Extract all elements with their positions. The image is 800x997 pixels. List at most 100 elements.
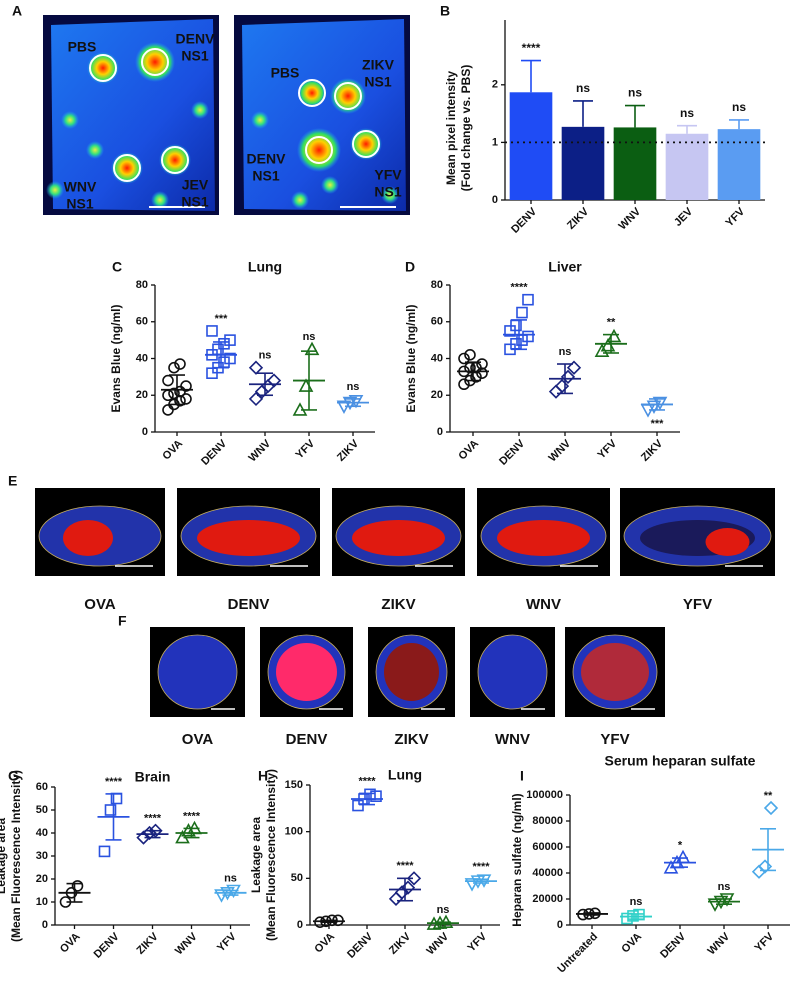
x-tick-label: ZIKV [387, 930, 414, 957]
image-label: PBS [271, 65, 300, 81]
x-tick-label: WNV [547, 437, 574, 464]
data-point [606, 328, 622, 343]
y-tick-label: 0 [42, 919, 48, 931]
data-point [560, 369, 576, 385]
spot [321, 176, 339, 194]
data-point [522, 330, 534, 343]
data-point [304, 341, 320, 356]
y-tick-label: 10 [36, 896, 48, 908]
panel-letter: I [520, 768, 524, 784]
significance-label: **** [358, 775, 376, 787]
y-tick-label: 50 [36, 804, 48, 816]
image-label: NS1 [364, 74, 391, 90]
bar [509, 92, 553, 200]
image-label: ZIKV [394, 731, 428, 748]
tissue-inner [384, 643, 439, 701]
x-tick-label: WNV [617, 205, 644, 232]
image-label: YFV [374, 167, 402, 183]
image-label: DENV [228, 596, 270, 613]
y-tick-label: 0 [492, 194, 498, 206]
spot [135, 42, 175, 82]
x-tick-label: OVA [312, 931, 337, 956]
spot [159, 144, 191, 176]
image-label: WNV [64, 179, 97, 195]
significance-label: ns [718, 881, 731, 893]
spot [298, 79, 326, 107]
spot [151, 191, 169, 209]
significance-label: * [678, 839, 683, 851]
significance-label: ns [576, 81, 590, 95]
data-point [174, 358, 186, 370]
y-axis-label: Evans Blue (ng/ml) [109, 304, 123, 412]
data-point [162, 389, 174, 402]
data-point [352, 799, 364, 812]
x-tick-label: WNV [247, 437, 274, 464]
x-tick-label: DENV [92, 930, 123, 961]
data-point [476, 358, 488, 370]
image-label: NS1 [66, 196, 93, 212]
panel-letter: F [118, 613, 127, 629]
data-point [136, 830, 151, 845]
spot [381, 186, 399, 204]
image-label: DENV [176, 31, 216, 47]
tissue-outer [157, 634, 238, 710]
tissue [242, 19, 406, 211]
data-point [757, 859, 773, 874]
x-tick-label: OVA [160, 438, 185, 463]
y-tick-label: 0 [557, 919, 563, 931]
tissue-inner [197, 520, 300, 556]
significance-label: ** [607, 317, 616, 329]
y-tick-label: 40 [431, 352, 443, 364]
y-tick-label: 60 [136, 316, 148, 328]
data-point [298, 378, 314, 392]
image-label: ZIKV [362, 57, 395, 73]
tissue-inner [581, 643, 649, 701]
image-label: YFV [600, 731, 629, 748]
data-point [675, 849, 691, 864]
y-tick-label: 1 [492, 136, 498, 148]
tissue-outer [477, 634, 548, 710]
y-axis-label: (Fold change vs. PBS) [459, 65, 473, 192]
significance-label: ns [437, 904, 450, 916]
data-point [180, 380, 192, 392]
panel-letter: A [12, 3, 22, 19]
y-tick-label: 40 [136, 352, 148, 364]
image-label: NS1 [181, 194, 208, 210]
x-tick-label: YFV [753, 930, 777, 954]
bar [717, 129, 761, 200]
tissue-inner [705, 528, 750, 556]
x-tick-label: YFV [215, 930, 239, 954]
panel-letter: E [8, 473, 17, 489]
x-tick-label: Untreated [555, 931, 600, 976]
significance-label: ns [224, 872, 237, 884]
x-tick-label: WNV [706, 930, 733, 957]
data-point [464, 878, 480, 892]
x-tick-label: ZIKV [639, 437, 666, 464]
y-tick-label: 60000 [532, 841, 563, 853]
bar [613, 127, 657, 200]
y-axis-label: Leakage area [0, 818, 8, 894]
significance-label: ns [732, 100, 746, 114]
image-label: OVA [84, 596, 116, 613]
data-point [260, 378, 276, 394]
panel-letter: C [112, 259, 122, 275]
image-label: DENV [247, 151, 287, 167]
spot-outline [113, 154, 141, 182]
y-tick-label: 0 [142, 426, 148, 438]
significance-label: ns [680, 106, 694, 120]
spot [61, 111, 79, 129]
image-label: WNV [526, 596, 561, 613]
significance-label: ns [559, 346, 572, 358]
spot-outline [334, 82, 362, 110]
x-tick-label: WNV [425, 930, 452, 957]
significance-label: *** [651, 418, 665, 430]
significance-label: *** [215, 313, 229, 325]
panel-letter: G [8, 768, 19, 784]
x-tick-label: DENV [199, 437, 230, 468]
significance-label: **** [144, 813, 162, 825]
image-label: DENV [286, 731, 328, 748]
data-point [248, 391, 264, 407]
y-axis-label: Leakage area [249, 817, 263, 893]
spot [46, 181, 64, 199]
x-tick-label: YFV [724, 205, 748, 229]
